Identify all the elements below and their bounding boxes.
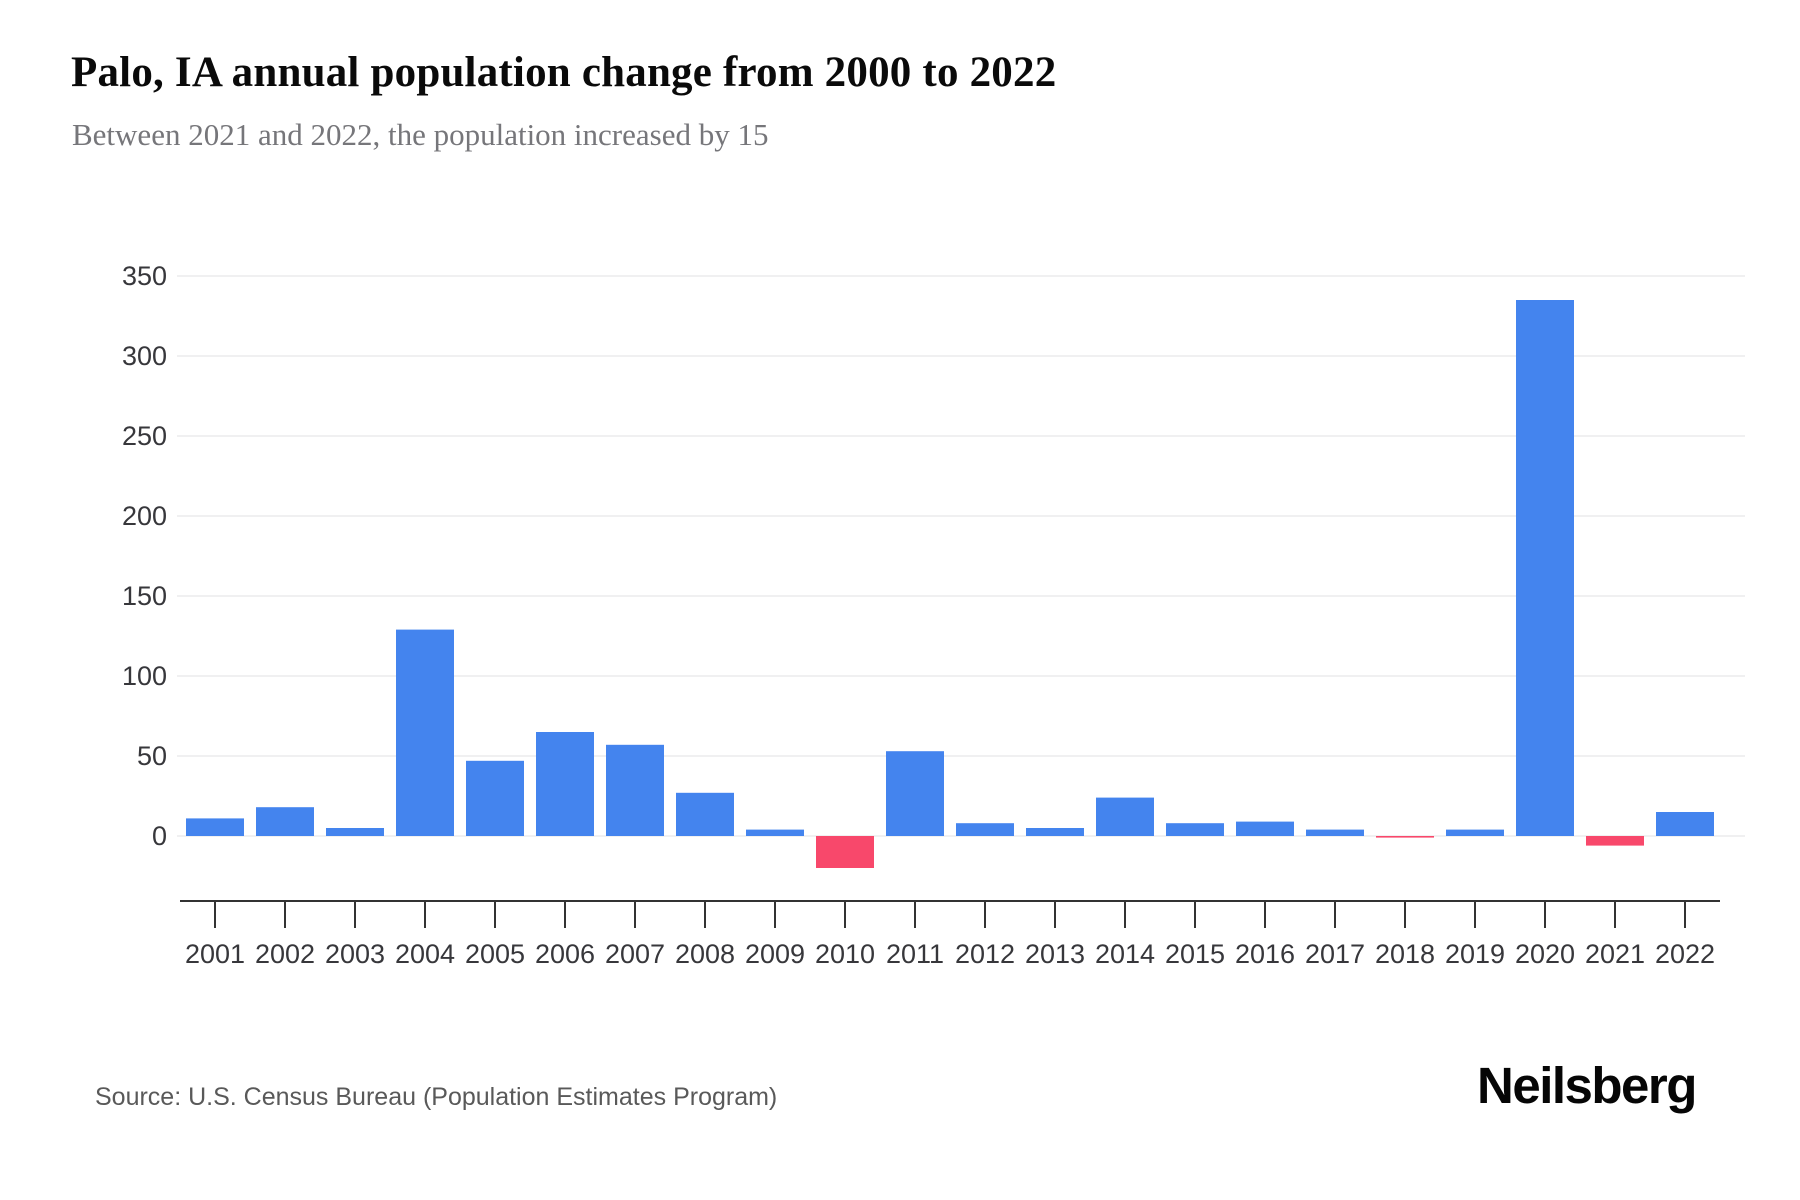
x-axis-label-2016: 2016	[1235, 939, 1295, 969]
x-axis-label-2022: 2022	[1655, 939, 1715, 969]
bar-2012[interactable]	[956, 823, 1014, 836]
bar-2008[interactable]	[676, 792, 734, 836]
page-title: Palo, IA annual population change from 2…	[71, 49, 1057, 96]
x-axis-label-2019: 2019	[1445, 939, 1505, 969]
x-axis-label-2017: 2017	[1305, 939, 1365, 969]
y-axis-label-300: 300	[122, 341, 167, 371]
x-axis-label-2001: 2001	[185, 939, 245, 969]
x-axis-label-2012: 2012	[955, 939, 1015, 969]
bar-2020[interactable]	[1516, 300, 1574, 836]
y-axis-label-150: 150	[122, 581, 167, 611]
bar-2001[interactable]	[186, 818, 244, 836]
bar-2017[interactable]	[1306, 829, 1364, 836]
y-axis-label-50: 50	[137, 741, 167, 771]
bar-2018[interactable]	[1376, 836, 1434, 838]
bar-2009[interactable]	[746, 829, 804, 836]
y-axis-label-100: 100	[122, 661, 167, 691]
x-axis-label-2006: 2006	[535, 939, 595, 969]
x-axis-label-2002: 2002	[255, 939, 315, 969]
x-axis-label-2011: 2011	[886, 939, 944, 969]
bar-2006[interactable]	[536, 732, 594, 836]
x-axis-label-2015: 2015	[1165, 939, 1225, 969]
bar-2022[interactable]	[1656, 812, 1714, 836]
bar-2010[interactable]	[816, 836, 874, 868]
page-subtitle: Between 2021 and 2022, the population in…	[72, 117, 769, 152]
x-axis-label-2007: 2007	[605, 939, 665, 969]
x-axis-label-2004: 2004	[395, 939, 455, 969]
bar-2007[interactable]	[606, 744, 664, 836]
bar-chart: 0 50 100 150 200 250 300 350 2001 2002 2003 2004 200…	[122, 261, 1745, 969]
y-axis-label-350: 350	[122, 261, 167, 291]
bar-2011[interactable]	[886, 751, 944, 836]
bar-2015[interactable]	[1166, 823, 1224, 836]
x-axis-label-2010: 2010	[815, 939, 875, 969]
bar-2019[interactable]	[1446, 829, 1504, 836]
y-axis-label-250: 250	[122, 421, 167, 451]
x-axis-label-2009: 2009	[745, 939, 805, 969]
x-axis-label-2014: 2014	[1095, 939, 1155, 969]
bar-2014[interactable]	[1096, 797, 1154, 836]
x-axis-label-2008: 2008	[675, 939, 735, 969]
y-axis-label-0: 0	[152, 821, 167, 851]
x-axis-label-2003: 2003	[325, 939, 385, 969]
bar-2013[interactable]	[1026, 828, 1084, 836]
brand-logo: Neilsberg	[1477, 1057, 1697, 1114]
y-axis-label-200: 200	[122, 501, 167, 531]
bar-2021[interactable]	[1586, 836, 1644, 846]
x-axis-label-2021: 2021	[1585, 939, 1645, 969]
x-axis-label-2018: 2018	[1375, 939, 1435, 969]
x-axis-label-2013: 2013	[1025, 939, 1085, 969]
x-axis-label-2020: 2020	[1515, 939, 1575, 969]
bar-2004[interactable]	[396, 629, 454, 836]
bar-2002[interactable]	[256, 807, 314, 836]
bar-2003[interactable]	[326, 828, 384, 836]
bar-2016[interactable]	[1236, 821, 1294, 836]
source-note: Source: U.S. Census Bureau (Population E…	[95, 1083, 778, 1111]
bar-2005[interactable]	[466, 760, 524, 836]
x-axis-label-2005: 2005	[465, 939, 525, 969]
